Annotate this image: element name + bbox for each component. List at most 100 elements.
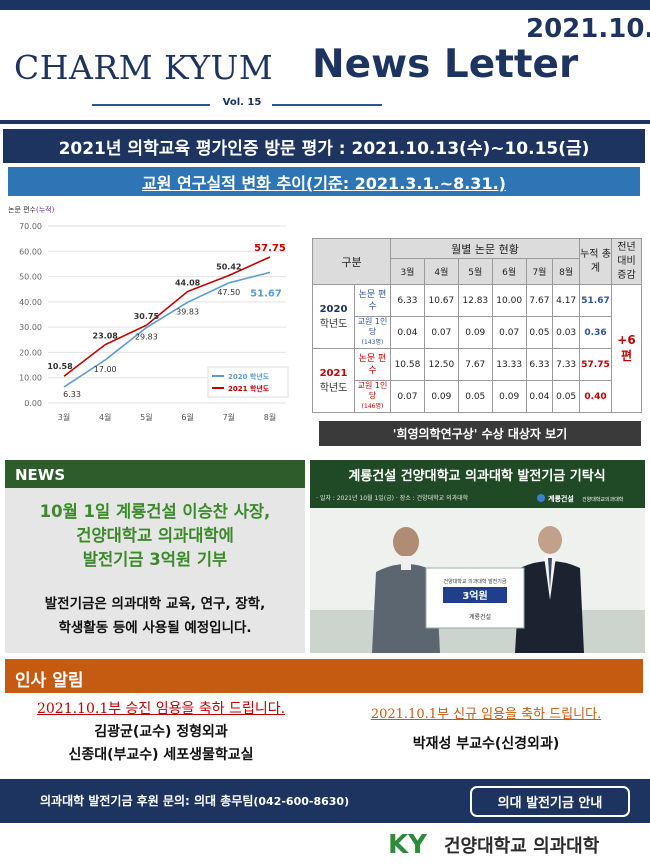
chart-legend: 2020 학년도 2021 학년도	[207, 366, 289, 398]
table-cell: 6.33	[390, 284, 425, 317]
table-row-label-per-faculty: 교원 1인당 (143명)	[354, 316, 391, 349]
table-row-label-papers: 논문 편수	[354, 284, 391, 317]
donation-board: 건양대학교 의과대학 발전기금 3억원 계룡건설	[425, 567, 525, 629]
chart-data-label: 39.83	[176, 307, 199, 316]
donation-contact: 의과대학 발전기금 후원 문의: 의대 총무팀(042-600-8630)	[40, 794, 350, 808]
table-cell: 0.05	[525, 316, 554, 349]
table-year-2021: 2021 학년도	[312, 348, 355, 413]
research-trend-chart: 논문 편수(누적) 0.00 10.00 20.00 30.00 40.00 50.00 6…	[8, 205, 289, 422]
photo-banner-subtitle: · 일자 : 2021년 10월 1일(금) · 장소 : 건양대학교 의과대학	[316, 494, 469, 502]
table-header-yoy: 전년 대비 증감	[611, 238, 642, 285]
board-text: 건양대학교 의과대학 발전기금	[444, 578, 507, 585]
table-cell: 0.05	[552, 380, 580, 413]
news-body-line: 발전기금은 의과대학 교육, 연구, 장학,	[44, 596, 266, 612]
table-cell: 13.33	[491, 348, 527, 381]
new-appointment-entry: 박재성 부교수(신경외과)	[412, 736, 560, 752]
table-cell: 0.05	[457, 380, 493, 413]
chart-data-label: 10.58	[47, 362, 73, 371]
research-section-banner: 교원 연구실적 변화 추이(기준: 2021.3.1.~8.31.)	[8, 167, 640, 196]
news-label: NEWS	[5, 460, 305, 488]
promotion-title: 2021.10.1부 승진 임용을 축하 드립니다.	[36, 701, 286, 717]
award-recipients-button[interactable]: '희영의학연구상' 수상 대상자 보기	[319, 421, 641, 446]
chart-y-tick-label: 40.00	[19, 298, 42, 307]
personnel-header: 인사 알림	[5, 659, 643, 693]
chart-data-label: 44.08	[175, 279, 201, 288]
chart-data-label: 17.00	[94, 365, 117, 374]
issue-date: 2021.10.	[526, 14, 650, 44]
news-headline: 10월 1일 계룡건설 이승찬 사장, 건양대학교 의과대학에 발전기금 3억원…	[5, 500, 305, 572]
chart-y-axis-label: 논문 편수(누적)	[8, 205, 55, 214]
chart-data-label: 29.83	[135, 333, 158, 342]
series-line-2020	[63, 271, 271, 388]
table-header-monthly: 월별 논문 현황	[390, 238, 580, 259]
accreditation-banner: 2021년 의학교육 평가인증 방문 평가 : 2021.10.13(수)~10…	[3, 129, 645, 163]
table-cell: 0.07	[390, 380, 425, 413]
monthly-papers-table: 구분 월별 논문 현황 누적 총계 전년 대비 증감 3월 4월 5월 6월 7…	[312, 238, 642, 413]
photo-logo-university: 건양대학교의과대학	[582, 496, 624, 503]
date-tab	[522, 10, 650, 54]
chart-data-labels: 6.33 17.00 29.83 39.83 47.50 51.67 10.58 23.08 3…	[47, 243, 286, 399]
donation-ceremony-photo: 계룡건설 건양대학교 의과대학 발전기금 기탁식 · 일자 : 2021년 10…	[310, 460, 645, 653]
chart-data-label: 30.75	[134, 312, 160, 321]
news-panel	[5, 460, 305, 653]
table-cell: 6.33	[525, 348, 554, 381]
table-cell: 0.09	[457, 316, 493, 349]
table-yoy-change: +6편	[611, 284, 642, 413]
chart-x-ticks: 3월 4월 5월 6월 7월 8월	[58, 412, 276, 422]
chart-data-label: 57.75	[254, 243, 286, 254]
chart-data-label: 23.08	[93, 332, 119, 341]
newsletter-brand: CHARM KYUM	[14, 48, 274, 87]
table-cell: 0.04	[525, 380, 554, 413]
table-month-header: 6월	[491, 258, 527, 285]
new-appointment-title: 2021.10.1부 신규 임용을 축하 드립니다.	[370, 707, 602, 722]
chart-legend-label: 2020 학년도	[228, 372, 270, 381]
table-month-header: 3월	[390, 258, 425, 285]
chart-legend-box	[207, 366, 289, 398]
company-logo-icon	[537, 494, 545, 502]
chart-x-tick-label: 5월	[140, 412, 152, 422]
fund-info-button[interactable]: 의대 발전기금 안내	[470, 786, 630, 817]
newsletter-title: News Letter	[312, 42, 579, 87]
chart-y-tick-label: 0.00	[24, 399, 42, 408]
table-total-2021-papers: 57.75	[579, 348, 612, 381]
news-headline-line: 건양대학교 의과대학에	[76, 526, 234, 545]
table-row-label-papers: 논문 편수	[354, 348, 391, 381]
chart-x-tick-label: 4월	[99, 412, 111, 422]
news-body-line: 학생활동 등에 사용될 예정입니다.	[58, 620, 252, 636]
table-cell: 0.09	[423, 380, 459, 413]
series-line-2021	[63, 256, 271, 377]
table-total-2020-papers: 51.67	[579, 284, 612, 317]
table-cell: 10.58	[390, 348, 425, 381]
table-cell: 0.04	[390, 316, 425, 349]
table-cell: 0.07	[491, 316, 527, 349]
photo-banner-title: 계룡건설 건양대학교 의과대학 발전기금 기탁식	[348, 468, 605, 484]
chart-x-tick-label: 3월	[58, 412, 70, 422]
board-amount: 3억원	[462, 589, 487, 602]
chart-x-tick-label: 7월	[223, 412, 235, 422]
news-headline-line: 10월 1일 계룡건설 이승찬 사장,	[39, 502, 271, 521]
board-company: 계룡건설	[469, 613, 491, 621]
university-logo-icon: KY	[388, 830, 428, 858]
person-left-figure	[372, 527, 440, 653]
table-cell: 12.50	[423, 348, 459, 381]
chart-series	[63, 256, 271, 388]
chart-x-tick-label: 8월	[264, 412, 276, 422]
table-month-header: 8월	[552, 258, 580, 285]
photo-banner	[310, 460, 645, 508]
table-cell: 7.67	[457, 348, 493, 381]
table-total-2020-per-faculty: 0.36	[579, 316, 612, 349]
table-cell: 10.67	[423, 284, 459, 317]
table-cell: 4.17	[552, 284, 580, 317]
photo-logo-company: 계룡건설	[548, 494, 574, 503]
table-cell: 0.09	[491, 380, 527, 413]
chart-y-tick-label: 70.00	[19, 222, 42, 231]
header-top-bar	[0, 0, 650, 10]
table-month-header: 7월	[525, 258, 554, 285]
table-cell: 0.07	[423, 316, 459, 349]
news-body: 발전기금은 의과대학 교육, 연구, 장학, 학생활동 등에 사용될 예정입니다…	[5, 592, 305, 640]
chart-y-tick-label: 20.00	[19, 348, 42, 357]
chart-y-tick-label: 10.00	[19, 374, 42, 383]
table-year-2020: 2020 학년도	[312, 284, 355, 349]
table-month-header: 5월	[457, 258, 493, 285]
promotion-entry: 신종대(부교수) 세포생물학교실	[68, 747, 254, 763]
